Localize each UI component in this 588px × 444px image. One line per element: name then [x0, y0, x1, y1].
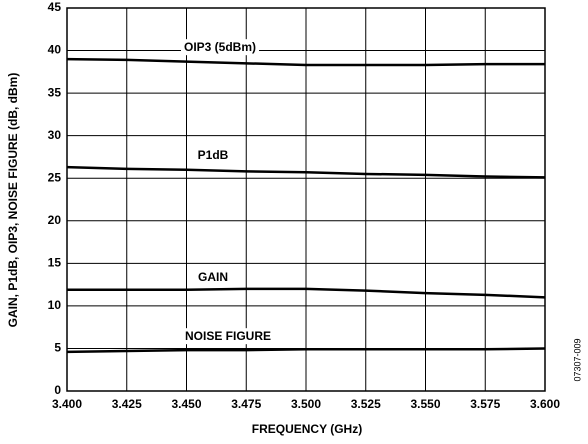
y-tick-label: 15: [48, 256, 62, 270]
x-tick-label: 3.525: [351, 397, 381, 411]
y-tick-label: 40: [48, 43, 62, 57]
x-tick-label: 3.400: [52, 397, 82, 411]
x-tick-label: 3.475: [231, 397, 261, 411]
x-tick-label: 3.500: [291, 397, 321, 411]
y-tick-label: 20: [48, 213, 62, 227]
series-line: [67, 287, 546, 299]
x-tick-label: 3.600: [530, 397, 560, 411]
y-tick-label: 10: [48, 298, 62, 312]
x-axis-label: FREQUENCY (GHz): [252, 422, 362, 436]
series-label: GAIN: [198, 270, 228, 284]
y-tick-label: 35: [48, 85, 62, 99]
series-label-bg: [180, 39, 260, 56]
y-tick-label: 45: [48, 0, 62, 14]
x-tick-label: 3.425: [112, 397, 142, 411]
y-tick-label: 0: [54, 383, 61, 397]
series-label: NOISE FIGURE: [185, 329, 271, 343]
series-line: [66, 165, 546, 179]
series-label: OIP3 (5dBm): [184, 40, 256, 54]
y-tick-label: 30: [48, 128, 62, 142]
x-tick-label: 3.550: [410, 397, 440, 411]
series-line: [66, 57, 545, 67]
plot-frame: [66, 7, 546, 392]
series-label-bg: [181, 328, 275, 345]
y-tick-label: 25: [48, 170, 62, 184]
series-label-bg: [195, 269, 231, 286]
y-tick-label: 5: [54, 341, 61, 355]
x-tick-label: 3.575: [470, 397, 500, 411]
series-label-bg: [194, 147, 232, 164]
x-tick-label: 3.450: [171, 397, 201, 411]
y-axis-label: GAIN, P1dB, OIP3, NOISE FIGURE (dB, dBm): [6, 73, 20, 328]
figure-id: 07307-009: [572, 338, 582, 381]
series-line: [66, 347, 546, 354]
series-label: P1dB: [198, 148, 229, 162]
